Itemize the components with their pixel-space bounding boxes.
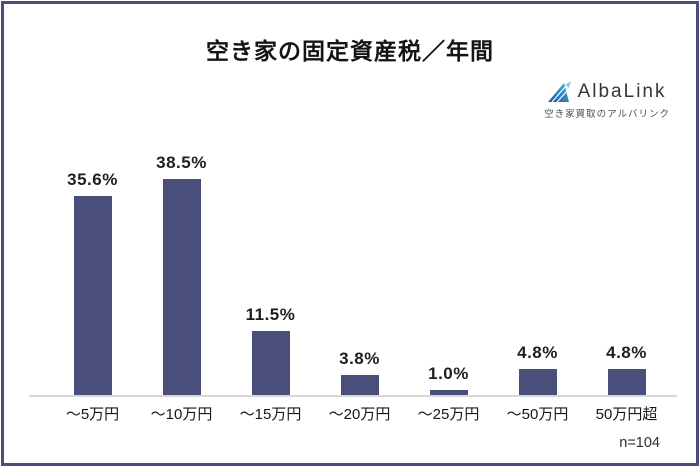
albalink-sail-triangle-icon bbox=[547, 81, 571, 103]
bar-column: 4.8% bbox=[582, 144, 671, 396]
bar-value-label: 11.5% bbox=[245, 305, 296, 325]
x-axis-label: ～5万円 bbox=[65, 406, 120, 423]
page-title: 空き家の固定資産税／年間 bbox=[206, 38, 494, 64]
x-axis-label: ～20万円 bbox=[328, 406, 391, 423]
bar-column: 4.8% bbox=[493, 144, 582, 396]
x-axis-line bbox=[29, 395, 677, 397]
bar-column: 38.5% bbox=[137, 144, 226, 396]
bar-value-label: 1.0% bbox=[428, 364, 469, 384]
brand-tagline: 空き家買取のアルバリンク bbox=[544, 109, 670, 120]
brand-logo-row: AlbaLink bbox=[544, 81, 670, 103]
bar-chart-plot-area: 35.6% 38.5% 11.5% 3.8% 1.0% 4.8% 4.8% bbox=[48, 144, 671, 396]
bar-value-label: 4.8% bbox=[517, 343, 558, 362]
bar-column: 1.0% bbox=[404, 144, 493, 396]
bar bbox=[162, 179, 201, 396]
bar bbox=[73, 195, 112, 396]
brand-name: AlbaLink bbox=[577, 81, 667, 102]
x-axis-label: ～10万円 bbox=[150, 406, 213, 423]
x-axis-label: ～50万円 bbox=[506, 406, 569, 423]
x-axis-label: 50万円超 bbox=[595, 406, 658, 423]
bar-column: 3.8% bbox=[315, 144, 404, 396]
bar bbox=[340, 374, 379, 396]
bar-value-label: 4.8% bbox=[606, 343, 647, 362]
bar-value-label: 35.6% bbox=[67, 169, 118, 189]
sample-size-label: n=104 bbox=[619, 435, 660, 451]
x-axis-labels: ～5万円 ～10万円 ～15万円 ～20万円 ～25万円 ～50万円 50万円超 bbox=[48, 403, 671, 424]
brand-logo: AlbaLink 空き家買取のアルバリンク bbox=[544, 81, 670, 120]
x-axis-label: ～25万円 bbox=[417, 406, 480, 423]
bar-column: 11.5% bbox=[226, 144, 315, 396]
bar-column: 35.6% bbox=[48, 144, 137, 396]
x-axis-label: ～15万円 bbox=[239, 406, 302, 423]
bar-value-label: 3.8% bbox=[339, 348, 380, 368]
bar bbox=[429, 390, 468, 396]
bar bbox=[518, 369, 557, 396]
bar bbox=[251, 331, 290, 396]
bar-value-label: 38.5% bbox=[156, 153, 207, 173]
bar bbox=[607, 369, 646, 396]
bar-chart: 35.6% 38.5% 11.5% 3.8% 1.0% 4.8% 4.8% bbox=[48, 144, 671, 396]
